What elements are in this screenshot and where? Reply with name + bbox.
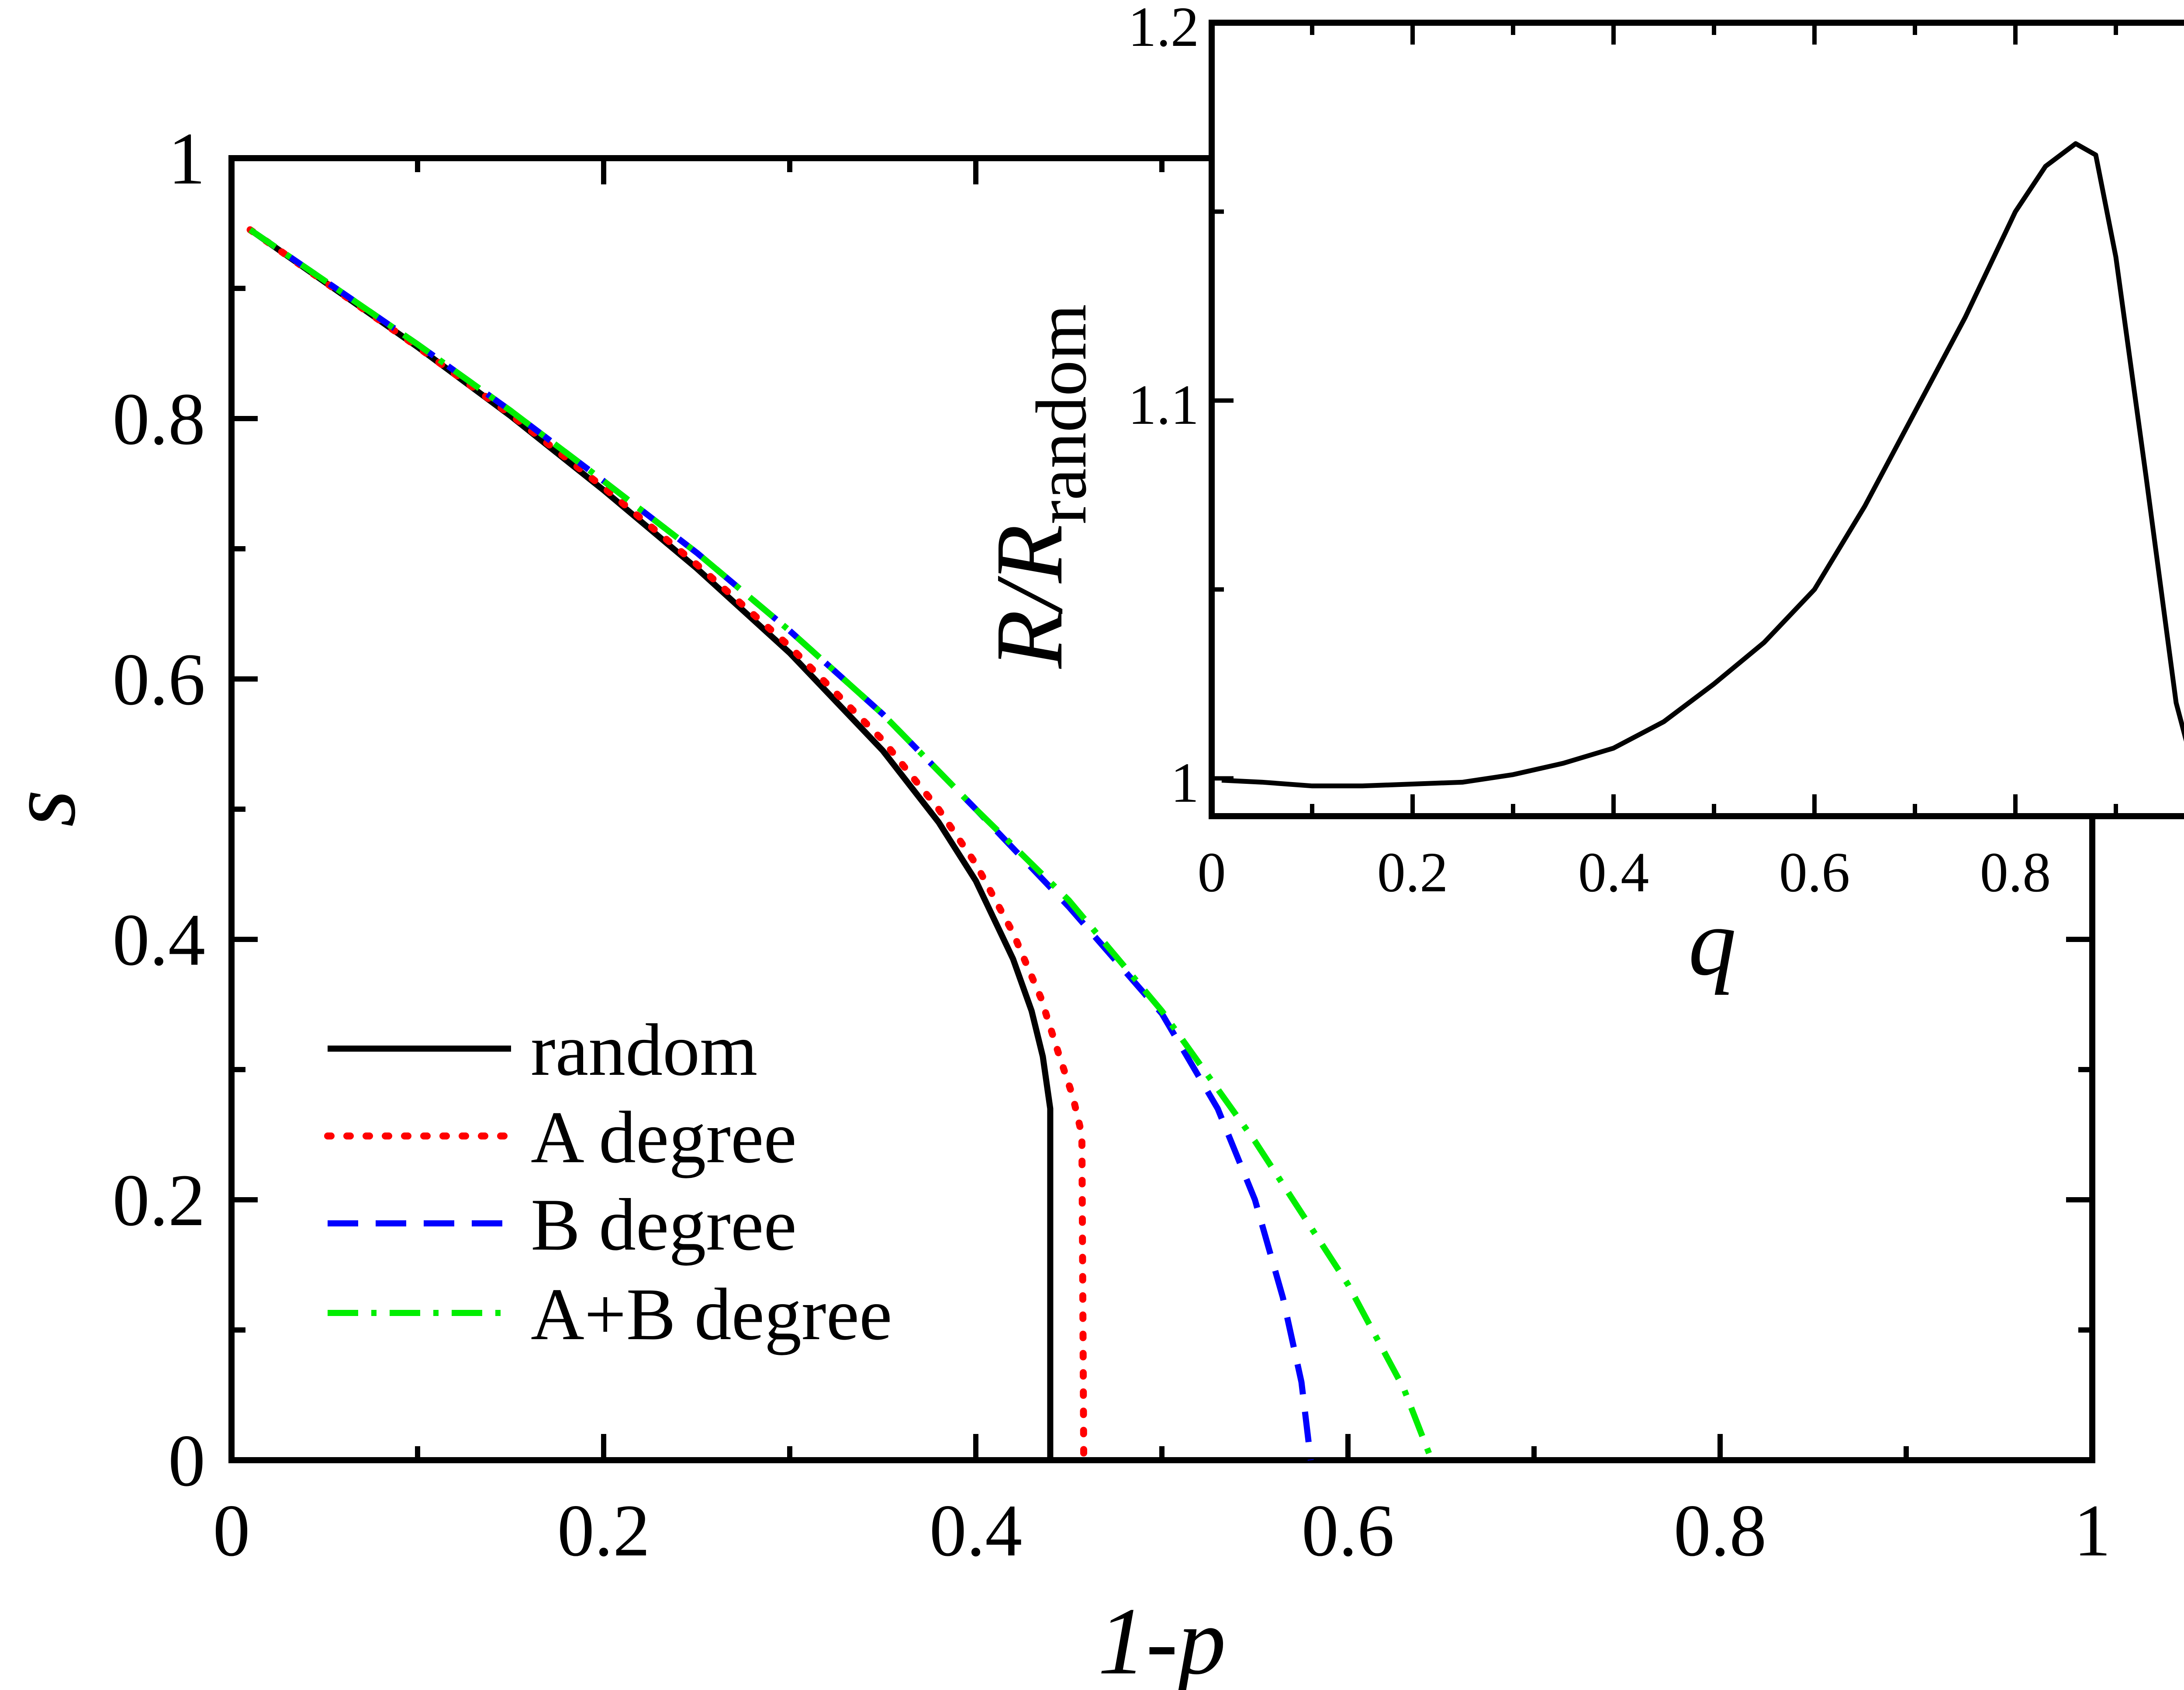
inset-y-axis-label: R/Rrandom	[976, 304, 1101, 669]
inset-x-tick-label: 0	[1198, 841, 1226, 904]
main-y-tick-label: 1	[168, 118, 205, 200]
inset-plot-frame	[1209, 20, 2184, 819]
inset-y-axis-label-subscript: random	[1021, 304, 1101, 524]
inset-x-tick-label: 0.8	[1980, 841, 2051, 904]
main-x-axis-label: 1-p	[1098, 1588, 1226, 1690]
legend-label-ab-degree: A+B degree	[531, 1273, 892, 1355]
legend-label-b-degree: B degree	[531, 1184, 797, 1266]
inset-x-tick-label: 0.2	[1377, 841, 1448, 904]
main-y-axis-label: s	[0, 790, 95, 827]
main-x-tick-label: 0	[213, 1489, 250, 1572]
inset-y-tick-label: 1.1	[1128, 374, 1199, 436]
inset-x-axis-label: q	[1688, 889, 1736, 995]
inset-y-tick-label: 1.2	[1128, 0, 1199, 59]
main-x-tick-label: 0.6	[1302, 1489, 1395, 1572]
inset-series	[1221, 141, 2184, 789]
main-x-tick-label: 0.4	[930, 1489, 1023, 1572]
main-y-tick-label: 0	[168, 1420, 205, 1502]
main-y-tick-label: 0.4	[113, 899, 206, 981]
inset-chart: 0 0.2 0.4 0.6 0.8 1 1 1.1 1.2 q R/Rrando…	[976, 0, 2184, 995]
main-y-tick-label: 0.2	[113, 1159, 206, 1241]
inset-y-axis-label-main: R/R	[976, 524, 1082, 669]
legend: random A degree B degree A+B degree	[324, 1009, 892, 1355]
inset-x-tick-label: 0.6	[1779, 841, 1850, 904]
main-x-tick-label: 1	[2074, 1489, 2111, 1572]
inset-x-tick-label: 0.4	[1578, 841, 1649, 904]
legend-label-random: random	[531, 1009, 757, 1091]
main-x-tick-label: 0.8	[1674, 1489, 1767, 1572]
main-y-tick-label: 0.6	[113, 638, 206, 720]
legend-label-a-degree: A degree	[531, 1096, 797, 1178]
main-series	[246, 226, 1435, 1464]
main-x-tick-label: 0.2	[557, 1489, 650, 1572]
inset-y-tick-label: 1	[1171, 751, 1199, 814]
main-y-tick-label: 0.8	[113, 378, 206, 460]
series-line-r-rrandom	[1221, 141, 2184, 789]
